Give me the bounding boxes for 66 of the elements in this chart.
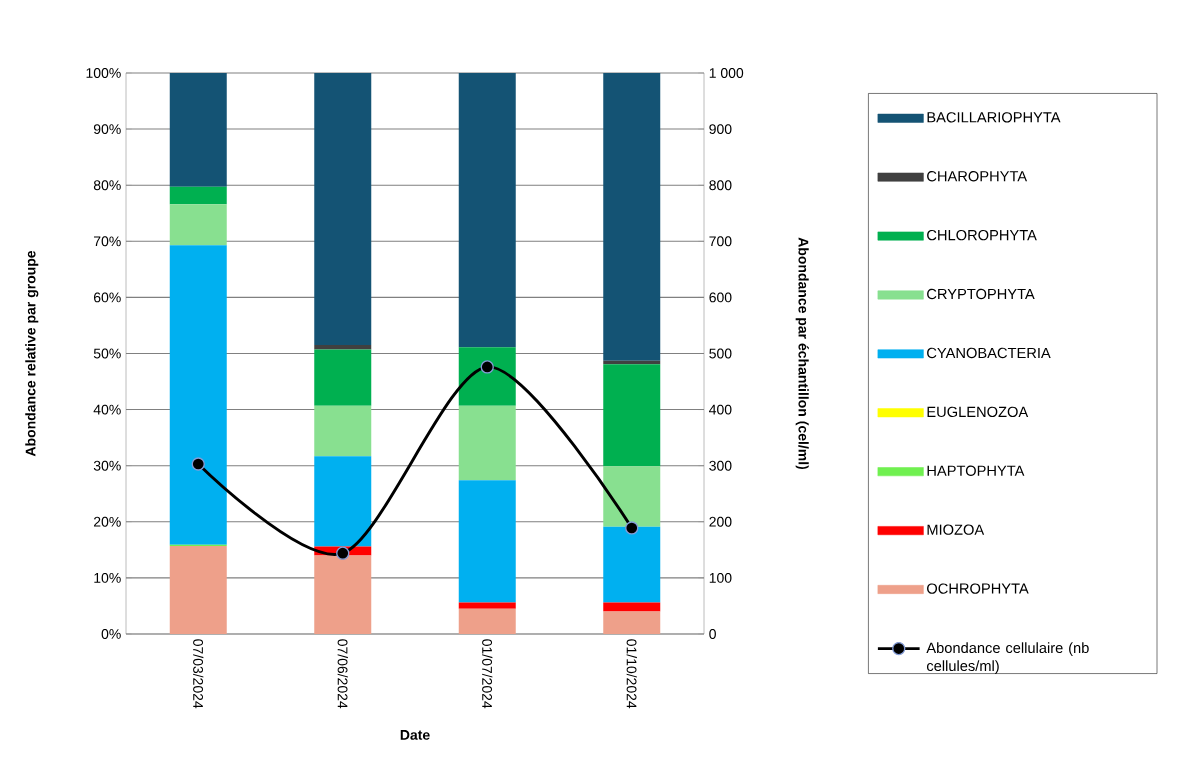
- y-tick-label: 70%: [93, 236, 121, 247]
- y-tick-label: 0%: [101, 629, 121, 639]
- bar: [169, 204, 227, 246]
- y2-tick-label: 400: [709, 404, 732, 415]
- bar: [458, 405, 516, 481]
- y-tick-label: 90%: [93, 124, 121, 135]
- y2-tick-label: 0: [709, 629, 716, 639]
- bar: [603, 602, 661, 612]
- y2-tick-label: 600: [709, 292, 732, 303]
- y-axis-title: Abondance relative par groupe: [25, 250, 39, 457]
- y-tick-label: 40%: [93, 404, 121, 415]
- bar: [314, 456, 372, 547]
- y2-tick-label: 900: [709, 124, 732, 135]
- bar: [314, 72, 372, 346]
- x-tick-label: 01/07/2024: [482, 639, 493, 709]
- legend-label: CYANOBACTERIA: [927, 347, 1051, 359]
- bar: [314, 555, 372, 634]
- legend-label: MIOZOA: [927, 524, 985, 535]
- bar: [314, 405, 372, 457]
- bar: [169, 186, 227, 205]
- bar: [603, 466, 661, 527]
- y-tick-label: 30%: [93, 460, 121, 471]
- legend-label: BACILLARIOPHYTA: [927, 112, 1061, 123]
- bar: [314, 345, 372, 350]
- y2-tick-label: 300: [709, 460, 732, 471]
- y-tick-label: 100%: [86, 68, 121, 78]
- legend-label: CRYPTOPHYTA: [927, 288, 1035, 300]
- y2-tick-label: 700: [709, 236, 732, 247]
- legend-label: Abondance cellulaire (nb cellules/ml): [926, 642, 1089, 674]
- legend-label: CHLOROPHYTA: [927, 229, 1037, 241]
- x-tick-label: 07/06/2024: [337, 639, 348, 709]
- y2-tick-label: 100: [709, 572, 732, 583]
- point: [480, 360, 494, 374]
- x-tick-label: 01/10/2024: [626, 639, 637, 709]
- bar: [603, 611, 661, 634]
- bar: [603, 364, 661, 467]
- bar: [314, 349, 372, 406]
- bar: [458, 347, 516, 406]
- bar: [458, 602, 516, 609]
- y2-tick-label: 500: [709, 348, 732, 359]
- bar: [458, 480, 516, 603]
- bar: [603, 526, 661, 603]
- point: [625, 521, 639, 535]
- legend-label: CHAROPHYTA: [927, 171, 1028, 182]
- y2-tick-label: 200: [709, 516, 732, 527]
- y-tick-label: 80%: [93, 180, 121, 191]
- y-tick-label: 20%: [93, 516, 121, 527]
- bar: [169, 245, 227, 545]
- y2-tick-label: 800: [709, 180, 732, 191]
- bar: [169, 545, 227, 634]
- point: [336, 546, 350, 560]
- legend-label: OCHROPHYTA: [927, 583, 1029, 594]
- y2-tick-label: 1 000: [709, 68, 744, 78]
- bar: [169, 72, 227, 187]
- bar: [458, 608, 516, 634]
- point: [191, 457, 205, 471]
- y-tick-label: 10%: [94, 572, 121, 583]
- x-tick-label: 07/03/2024: [193, 639, 204, 709]
- bar: [458, 72, 516, 348]
- x-axis-title: Date: [400, 730, 430, 740]
- y-tick-label: 60%: [93, 292, 121, 303]
- legend-label: HAPTOPHYTA: [927, 465, 1025, 476]
- y2-axis-title: Abondance par échantillon (cel/ml): [795, 237, 809, 470]
- y-tick-label: 50%: [93, 348, 121, 359]
- legend-label: EUGLENOZOA: [927, 406, 1029, 418]
- bar: [603, 72, 661, 361]
